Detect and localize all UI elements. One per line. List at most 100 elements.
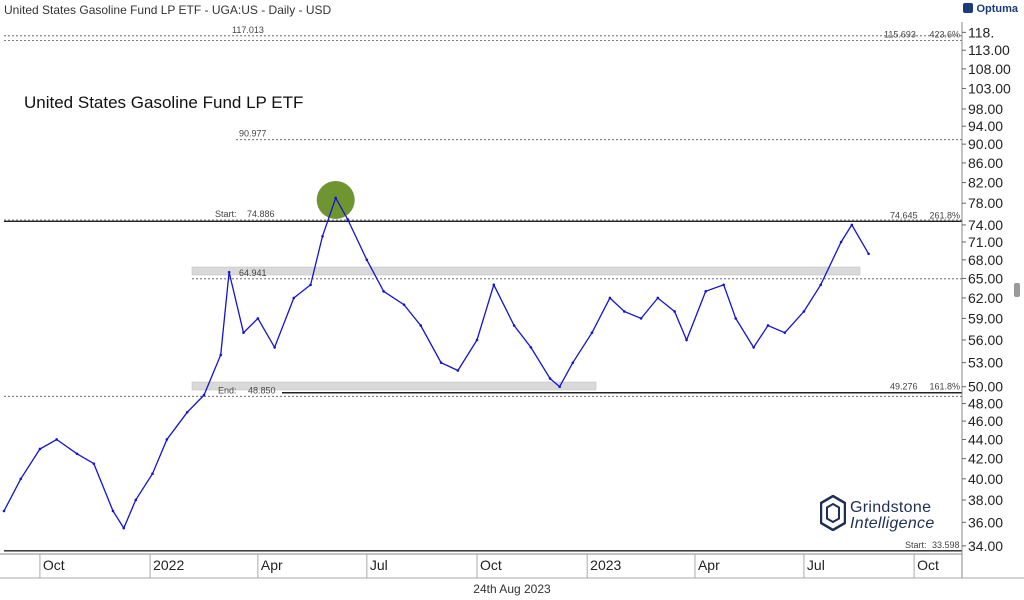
y-tick-label-26: 118. <box>968 24 994 40</box>
price-point-23 <box>365 258 369 262</box>
price-point-0 <box>2 509 6 513</box>
price-point-4 <box>75 452 79 456</box>
price-point-32 <box>529 346 533 349</box>
price-point-14 <box>227 270 231 274</box>
price-point-28 <box>456 369 460 372</box>
y-tick-label-25: 113.00 <box>968 42 1010 58</box>
resistance-band <box>191 266 861 276</box>
price-point-12 <box>202 393 206 397</box>
price-point-41 <box>673 310 676 313</box>
price-point-33 <box>548 377 552 380</box>
x-tick-label-8: Oct <box>917 557 939 573</box>
price-point-49 <box>802 310 806 313</box>
x-tick-label-3: Jul <box>370 557 388 573</box>
y-tick-label-5: 44.00 <box>968 431 1003 447</box>
price-point-10 <box>165 438 169 441</box>
axis-scroll-handle[interactable] <box>1014 283 1020 297</box>
price-point-17 <box>273 346 276 349</box>
y-tick-label-20: 90.00 <box>968 136 1003 152</box>
price-point-53 <box>867 252 870 256</box>
price-point-44 <box>722 283 725 287</box>
y-tick-label-22: 98.00 <box>968 101 1003 117</box>
price-point-36 <box>590 331 594 334</box>
price-point-16 <box>256 317 260 320</box>
price-point-3 <box>55 438 58 441</box>
price-series-line <box>3 196 870 530</box>
y-tick-label-24: 108.00 <box>968 61 1011 77</box>
price-point-34 <box>558 385 561 389</box>
x-tick-label-5: 2023 <box>590 557 621 573</box>
y-tick-label-4: 42.00 <box>968 451 1003 467</box>
logo-line2: Intelligence <box>850 515 935 532</box>
y-tick-label-19: 86.00 <box>968 155 1003 171</box>
price-point-5 <box>92 462 96 465</box>
price-point-45 <box>734 317 737 320</box>
x-tick-label-7: Jul <box>807 557 825 573</box>
y-tick-label-18: 82.00 <box>968 175 1003 191</box>
price-point-19 <box>309 283 312 287</box>
price-point-50 <box>819 283 822 287</box>
y-tick-label-11: 59.00 <box>968 310 1003 326</box>
price-point-24 <box>382 290 385 293</box>
level-label-5: 64.941 <box>239 268 267 278</box>
y-tick-label-21: 94.00 <box>968 118 1003 134</box>
brand-logo: Optuma <box>963 3 1018 15</box>
price-point-29 <box>475 338 479 342</box>
price-point-7 <box>122 526 126 530</box>
price-point-13 <box>219 353 223 357</box>
header-title: United States Gasoline Fund LP ETF - UGA… <box>4 3 332 17</box>
price-point-18 <box>292 296 296 300</box>
price-point-51 <box>839 240 843 244</box>
price-point-42 <box>685 338 688 342</box>
y-tick-label-13: 65.00 <box>968 270 1003 286</box>
level-label-8: Start: <box>905 540 927 550</box>
price-point-39 <box>639 317 643 320</box>
price-point-8 <box>134 498 138 502</box>
price-point-31 <box>512 324 516 327</box>
x-tick-label-0: Oct <box>43 557 65 573</box>
price-point-9 <box>151 472 154 475</box>
level-value-3: 74.886 <box>247 209 275 219</box>
price-point-15 <box>242 331 245 334</box>
x-tick-label-6: Apr <box>698 557 720 573</box>
price-point-21 <box>334 196 338 200</box>
x-tick-label-1: 2022 <box>153 557 184 573</box>
y-tick-label-12: 62.00 <box>968 290 1003 306</box>
y-tick-label-1: 36.00 <box>968 514 1003 530</box>
level-label-3: Start: <box>215 209 237 219</box>
level-label-2: 90.977 <box>239 129 267 139</box>
y-tick-label-17: 78.00 <box>968 195 1003 211</box>
logo-line1: Grindstone <box>850 499 932 516</box>
chart-title: United States Gasoline Fund LP ETF <box>24 93 304 112</box>
level-extra-7: 161.8% <box>929 382 960 392</box>
price-point-40 <box>656 296 660 300</box>
level-label-6: End: <box>218 385 237 395</box>
price-point-1 <box>19 477 23 481</box>
price-point-6 <box>111 509 115 513</box>
x-tick-label-2: Apr <box>261 557 283 573</box>
y-tick-label-9: 53.00 <box>968 355 1003 371</box>
y-tick-label-2: 38.00 <box>968 492 1003 508</box>
price-point-48 <box>783 331 787 334</box>
y-tick-label-6: 46.00 <box>968 413 1003 429</box>
price-point-46 <box>752 346 755 349</box>
price-point-25 <box>402 303 406 306</box>
price-point-27 <box>439 361 443 364</box>
level-label-0: 117.013 <box>232 25 264 35</box>
header-bar: United States Gasoline Fund LP ETF - UGA… <box>0 0 1024 20</box>
price-point-22 <box>346 218 349 221</box>
y-tick-label-14: 68.00 <box>968 252 1003 268</box>
date-footer: 24th Aug 2023 <box>473 582 551 596</box>
peak-highlight-circle <box>316 180 355 219</box>
price-point-20 <box>321 234 324 238</box>
level-extra-1: 423.6% <box>929 30 960 40</box>
y-tick-label-3: 40.00 <box>968 471 1003 487</box>
optuma-icon <box>963 3 974 13</box>
y-tick-label-15: 71.00 <box>968 234 1003 250</box>
price-point-26 <box>419 324 423 327</box>
price-point-30 <box>492 283 496 287</box>
y-tick-label-7: 48.00 <box>968 396 1003 412</box>
brand-label: Optuma <box>976 3 1018 15</box>
level-label-7: 49.276 <box>890 382 918 392</box>
